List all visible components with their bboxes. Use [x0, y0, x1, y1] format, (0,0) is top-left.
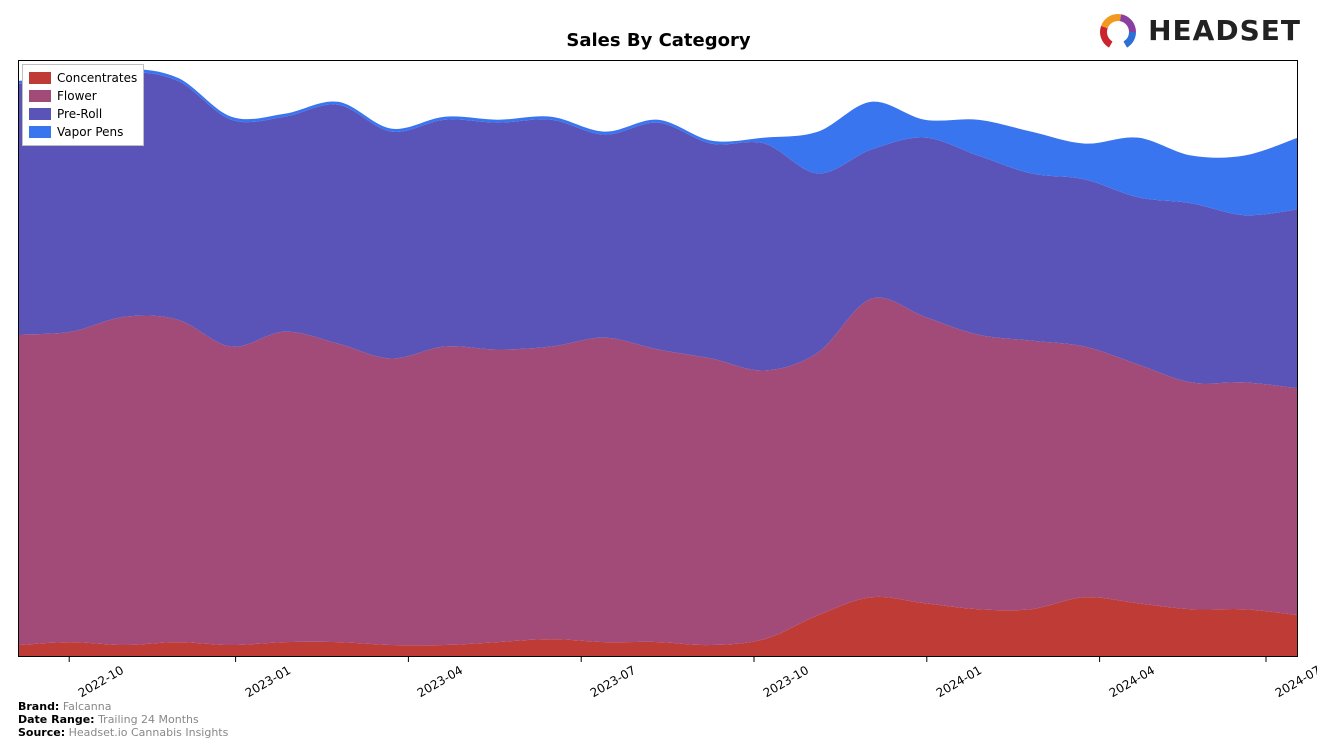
meta-source-label: Source:	[18, 726, 65, 739]
x-tick-label: 2023-07	[588, 663, 638, 700]
legend-swatch	[29, 90, 51, 102]
legend-item: Flower	[29, 87, 137, 105]
legend-item: Vapor Pens	[29, 123, 137, 141]
x-tick-label: 2023-04	[415, 663, 465, 700]
legend-label: Concentrates	[57, 69, 137, 87]
x-tick-label: 2022-10	[76, 663, 126, 700]
legend-item: Concentrates	[29, 69, 137, 87]
chart-container: { "chart": { "type": "stacked-area", "ti…	[0, 0, 1317, 747]
x-tick-label: 2023-01	[242, 663, 292, 700]
headset-logo-icon	[1096, 8, 1140, 52]
legend-swatch	[29, 108, 51, 120]
meta-range-label: Date Range:	[18, 713, 95, 726]
x-tick-label: 2024-07	[1273, 663, 1317, 700]
x-tick-label: 2023-10	[761, 663, 811, 700]
meta-range-value: Trailing 24 Months	[98, 713, 199, 726]
chart-metadata: Brand: Falcanna Date Range: Trailing 24 …	[18, 700, 228, 739]
meta-brand-label: Brand:	[18, 700, 59, 713]
stacked-area-chart	[18, 60, 1298, 657]
meta-source-value: Headset.io Cannabis Insights	[69, 726, 229, 739]
legend-swatch	[29, 126, 51, 138]
legend-label: Pre-Roll	[57, 105, 102, 123]
legend-swatch	[29, 72, 51, 84]
legend-item: Pre-Roll	[29, 105, 137, 123]
brand-logo-text: HEADSET	[1148, 14, 1301, 47]
chart-legend: ConcentratesFlowerPre-RollVapor Pens	[22, 64, 144, 146]
x-tick-label: 2024-04	[1106, 663, 1156, 700]
x-tick-label: 2024-01	[934, 663, 984, 700]
brand-logo: HEADSET	[1096, 8, 1301, 52]
meta-brand-value: Falcanna	[63, 700, 112, 713]
legend-label: Vapor Pens	[57, 123, 123, 141]
legend-label: Flower	[57, 87, 97, 105]
